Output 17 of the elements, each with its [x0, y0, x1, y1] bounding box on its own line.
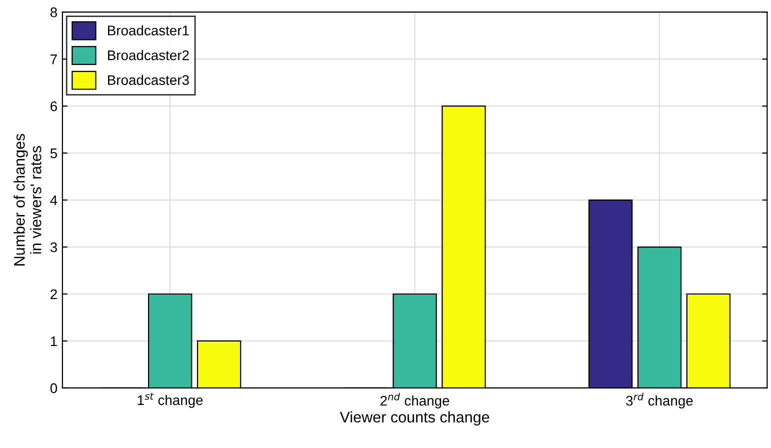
legend-label: Broadcaster3 [108, 74, 189, 86]
y-tick-label: 5 [50, 148, 58, 158]
y-tick-label: 7 [50, 54, 57, 64]
y-tick-label: 0 [50, 383, 58, 394]
y-tick-label: 4 [50, 196, 58, 206]
x-axis-title: Viewer counts change [340, 411, 490, 426]
y-tick-label: 6 [50, 101, 57, 112]
y-tick-label: 1 [50, 336, 57, 346]
legend-label: Broadcaster2 [108, 50, 189, 60]
x-tick-label: 2$^{nd}$ change [380, 392, 450, 408]
x-tick-label: 1$^{st}$ change [138, 392, 203, 408]
legend-label: Broadcaster1 [108, 25, 189, 36]
x-tick-label: 3$^{rd}$ change [626, 392, 693, 408]
y-tick-label: 2 [50, 289, 57, 300]
y-tick-label: 8 [50, 7, 57, 18]
y-axis-title: Number of changes in viewers' rates [14, 134, 42, 266]
y-tick-label: 3 [50, 242, 57, 252]
